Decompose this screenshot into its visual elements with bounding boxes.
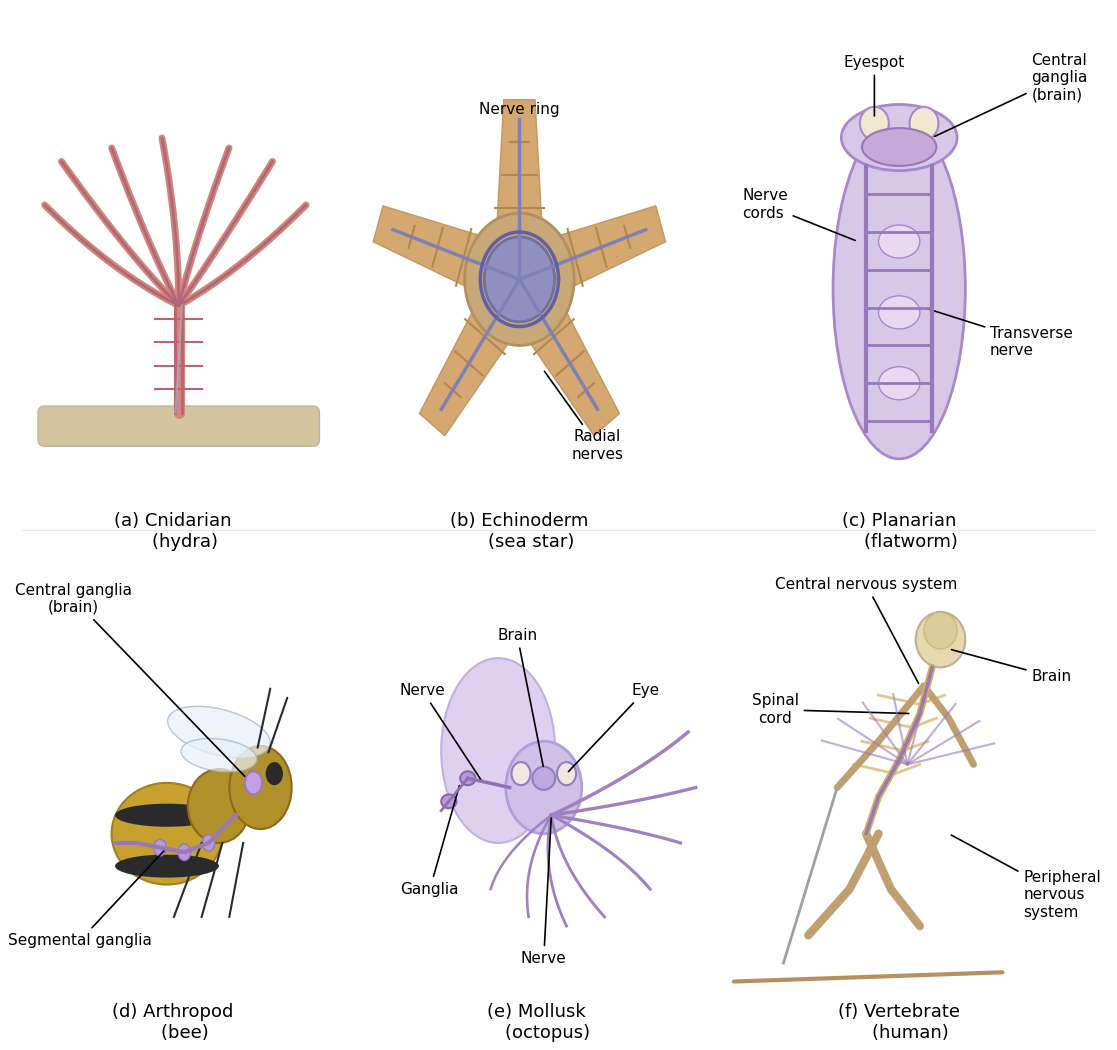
Text: Segmental ganglia: Segmental ganglia <box>9 849 165 947</box>
Text: (d) Arthropod
    (bee): (d) Arthropod (bee) <box>113 1003 233 1042</box>
Ellipse shape <box>862 128 936 166</box>
Text: Eye: Eye <box>569 684 659 772</box>
Polygon shape <box>499 261 620 436</box>
Ellipse shape <box>115 803 219 826</box>
Text: Nerve ring: Nerve ring <box>479 102 560 210</box>
Circle shape <box>245 772 262 795</box>
Circle shape <box>512 762 531 785</box>
Circle shape <box>229 746 292 830</box>
Text: (e) Mollusk
    (octopus): (e) Mollusk (octopus) <box>483 1003 590 1042</box>
Text: Central nervous system: Central nervous system <box>775 576 957 684</box>
Text: (f) Vertebrate
    (human): (f) Vertebrate (human) <box>838 1003 961 1042</box>
Circle shape <box>916 612 965 668</box>
Ellipse shape <box>115 855 219 878</box>
Circle shape <box>465 213 574 345</box>
Ellipse shape <box>833 119 965 459</box>
Text: Eyespot: Eyespot <box>843 55 905 116</box>
Ellipse shape <box>460 772 476 785</box>
Circle shape <box>485 237 554 321</box>
Ellipse shape <box>115 832 219 855</box>
Ellipse shape <box>168 707 270 758</box>
FancyBboxPatch shape <box>38 406 319 446</box>
Ellipse shape <box>533 766 555 790</box>
Ellipse shape <box>188 769 250 843</box>
Text: Central
ganglia
(brain): Central ganglia (brain) <box>935 52 1088 136</box>
Circle shape <box>506 741 582 834</box>
Text: Ganglia: Ganglia <box>401 785 459 897</box>
Polygon shape <box>494 100 545 279</box>
Circle shape <box>178 844 191 861</box>
Circle shape <box>557 762 576 785</box>
Text: Brain: Brain <box>952 650 1071 685</box>
Text: Peripheral
nervous
system: Peripheral nervous system <box>952 835 1101 920</box>
Text: Nerve
cords: Nerve cords <box>742 189 856 240</box>
Circle shape <box>154 839 166 856</box>
Ellipse shape <box>181 738 257 772</box>
Text: (b) Echinoderm
    (sea star): (b) Echinoderm (sea star) <box>450 512 589 551</box>
Ellipse shape <box>112 783 222 884</box>
Text: Radial
nerves: Radial nerves <box>544 372 623 462</box>
Text: (a) Cnidarian
    (hydra): (a) Cnidarian (hydra) <box>114 512 232 551</box>
Ellipse shape <box>441 795 457 808</box>
Ellipse shape <box>878 366 919 400</box>
Circle shape <box>860 107 889 140</box>
Circle shape <box>266 762 283 785</box>
Circle shape <box>909 107 938 140</box>
Text: Spinal
cord: Spinal cord <box>752 693 909 726</box>
Circle shape <box>924 612 957 649</box>
Ellipse shape <box>878 225 919 258</box>
Text: Transverse
nerve: Transverse nerve <box>927 309 1073 358</box>
Polygon shape <box>373 206 527 309</box>
Text: (c) Planarian
    (flatworm): (c) Planarian (flatworm) <box>841 512 957 551</box>
Ellipse shape <box>878 296 919 329</box>
Text: Nerve: Nerve <box>521 818 566 966</box>
Ellipse shape <box>841 104 957 170</box>
Text: Nerve: Nerve <box>400 684 481 780</box>
Ellipse shape <box>441 658 555 843</box>
Circle shape <box>202 835 214 852</box>
Text: Brain: Brain <box>497 628 543 766</box>
Text: Central ganglia
(brain): Central ganglia (brain) <box>15 583 245 776</box>
Polygon shape <box>419 261 540 436</box>
Polygon shape <box>512 206 666 309</box>
